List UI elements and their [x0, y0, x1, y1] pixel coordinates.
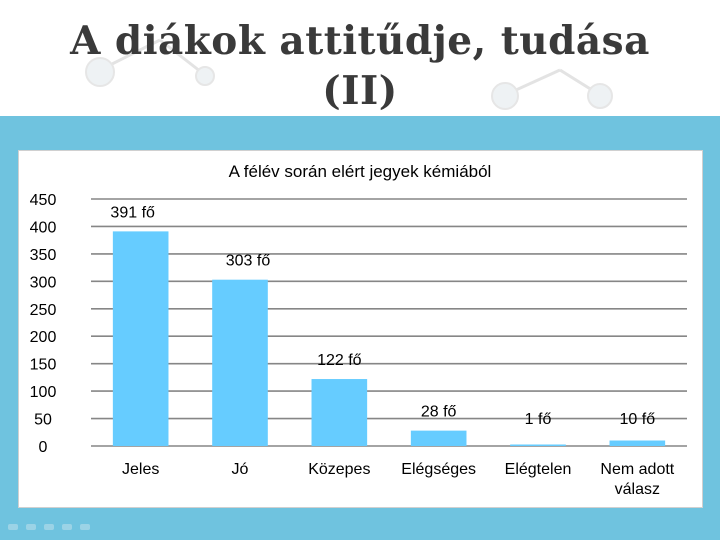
y-tick-label: 100 — [30, 384, 57, 401]
molecule-decoration — [85, 38, 613, 110]
plot-area — [91, 199, 687, 446]
y-tick-label: 350 — [30, 247, 57, 264]
category-label-line: Jeles — [122, 461, 159, 478]
bar-4 — [510, 444, 566, 446]
slide-title-line-2: (II) — [322, 68, 398, 114]
chart-card: A félév során elért jegyek kémiából 0 50 1… — [18, 150, 703, 508]
slide-footer-decoration — [8, 524, 90, 530]
data-label: 122 fő — [317, 352, 362, 369]
y-tick-label: 200 — [30, 329, 57, 346]
data-label: 10 fő — [620, 411, 656, 428]
y-tick-label: 150 — [30, 357, 57, 374]
y-tick-label: 400 — [30, 219, 57, 236]
data-label: 1 fő — [525, 411, 552, 428]
bar-0 — [112, 231, 169, 446]
slide-title-line-1: A diákok attitűdje, tudása — [70, 18, 650, 64]
category-label: Jó — [232, 461, 249, 478]
category-label-line: válasz — [615, 481, 660, 498]
category-label: Közepes — [308, 461, 370, 478]
data-label: 303 fő — [226, 253, 271, 270]
bar-1 — [212, 279, 268, 446]
bar-chart: A félév során elért jegyek kémiából 0 50 1… — [30, 162, 687, 498]
category-label: Jeles — [122, 461, 159, 478]
y-tick-label: 250 — [30, 302, 57, 319]
category-label-line: Nem adott — [600, 461, 674, 478]
bar-3 — [410, 430, 467, 446]
category-label-line: Elégtelen — [505, 461, 572, 478]
category-label-line: Elégséges — [401, 461, 476, 478]
bar-5 — [609, 440, 666, 446]
data-label: 28 fő — [421, 404, 457, 421]
data-label: 391 fő — [110, 204, 155, 221]
slide-title: A diákok attitűdje, tudása (II) — [0, 16, 720, 116]
y-tick-label: 0 — [39, 439, 48, 456]
category-label: Elégséges — [401, 461, 476, 478]
y-tick-label: 450 — [30, 192, 57, 209]
bar-2 — [311, 379, 368, 446]
category-label-line: Közepes — [308, 461, 370, 478]
category-label: Nem adott válasz — [600, 461, 674, 498]
y-tick-label: 50 — [34, 412, 52, 429]
y-tick-label: 300 — [30, 274, 57, 291]
chart-title: A félév során elért jegyek kémiából — [229, 162, 492, 181]
category-label: Elégtelen — [505, 461, 572, 478]
category-label-line: Jó — [232, 461, 249, 478]
